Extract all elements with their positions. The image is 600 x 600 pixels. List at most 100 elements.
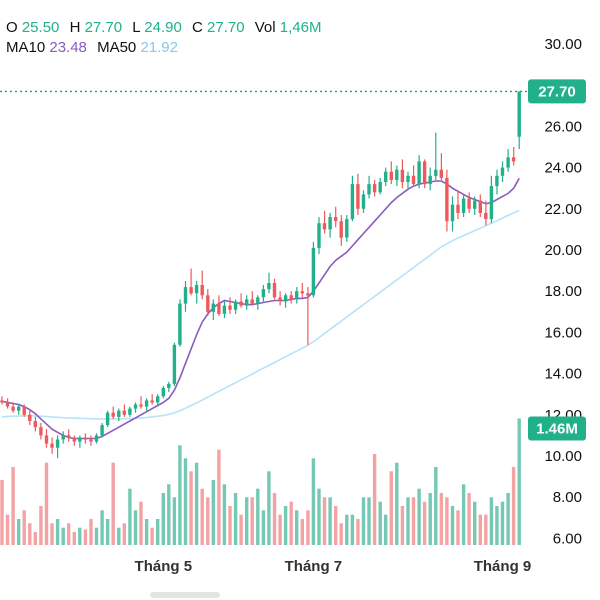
candle-body — [511, 157, 516, 162]
volume-bar — [55, 519, 60, 545]
volume-bar — [256, 488, 260, 545]
candle-body — [0, 400, 4, 403]
candle-body — [517, 91, 521, 137]
volume-bar — [278, 514, 282, 545]
candle-body — [44, 435, 49, 444]
price-axis-tick: 26.00 — [544, 118, 582, 135]
candle-body — [61, 435, 65, 440]
volume-bar — [461, 484, 466, 545]
price-axis-tick: 14.00 — [544, 366, 582, 383]
candle-body — [350, 184, 355, 220]
volume-bar — [345, 514, 349, 545]
volume-bar — [406, 497, 410, 545]
candle-body — [434, 169, 438, 176]
candle-body — [17, 406, 21, 411]
ohlc-legend: O 25.50 H 27.70 L 24.90 C 27.70 Vol 1,46… — [6, 19, 327, 36]
volume-bar — [439, 493, 443, 545]
candle-body — [300, 291, 304, 294]
volume-bar — [311, 458, 316, 545]
candle-body — [222, 305, 227, 314]
candle-body — [356, 184, 360, 209]
volume-bar — [228, 506, 232, 545]
candle-body — [395, 169, 399, 180]
ma10-line — [1, 177, 520, 440]
candle-body — [311, 247, 316, 296]
volume-bar — [78, 527, 82, 545]
volume-bar — [295, 510, 299, 545]
candle-body — [172, 344, 177, 384]
volume-bar — [94, 527, 99, 545]
price-axis-tick: 20.00 — [544, 242, 582, 259]
volume-bar — [122, 523, 126, 545]
candle-body — [78, 437, 82, 442]
ma10-label: MA10 — [6, 39, 46, 56]
price-axis-tick: 30.00 — [544, 36, 582, 53]
volume-bar — [317, 488, 321, 545]
volume-bar — [111, 462, 115, 545]
volume-bar — [289, 501, 293, 545]
volume-bar — [372, 454, 377, 545]
volume-bar — [489, 497, 494, 545]
volume-bar — [400, 506, 405, 545]
candle-body — [361, 194, 366, 209]
scroll-indicator — [150, 592, 220, 598]
candle-body — [178, 303, 182, 345]
volume-bar — [245, 497, 249, 545]
candle-body — [345, 219, 349, 238]
candle-body — [167, 383, 171, 388]
candle-body — [406, 175, 410, 182]
volume-bar — [428, 493, 432, 545]
candle-body — [334, 217, 338, 222]
volume-bar — [156, 519, 160, 545]
price-axis-tick: 8.00 — [553, 489, 582, 506]
volume-bar — [511, 467, 516, 545]
candle-body — [117, 410, 121, 417]
volume-bar — [178, 445, 182, 545]
candle-body — [72, 437, 76, 442]
candle-body — [111, 412, 115, 417]
time-axis-tick: Tháng 9 — [474, 558, 532, 575]
volume-bar — [189, 471, 193, 545]
volume-bar — [67, 523, 71, 545]
candle-body — [328, 217, 332, 230]
volume-bar — [261, 510, 266, 545]
open-label: O — [6, 19, 18, 36]
volume-bar — [495, 506, 499, 545]
candle-body — [317, 223, 321, 248]
volume-bar — [233, 493, 238, 545]
candle-body — [233, 301, 238, 310]
candle-body — [495, 175, 499, 187]
volume-bar — [334, 506, 338, 545]
volume-bar — [322, 497, 327, 545]
volume-bar — [144, 519, 149, 545]
low-label: L — [132, 19, 141, 36]
candle-body — [322, 223, 327, 230]
volume-bar — [283, 506, 288, 545]
candle-body — [5, 402, 10, 407]
volume-bar — [456, 510, 460, 545]
candle-body — [217, 303, 221, 314]
last-price-label: 27.70 — [538, 83, 576, 100]
volume-bar — [300, 519, 304, 545]
candle-body — [428, 175, 432, 184]
candle-body — [261, 289, 266, 298]
volume-bar — [89, 519, 93, 545]
volume-bar — [17, 519, 21, 545]
volume-bar — [384, 514, 388, 545]
candle-body — [189, 287, 193, 294]
candle-body — [105, 412, 110, 426]
volume-bar — [150, 527, 154, 545]
volume-bar — [183, 458, 188, 545]
candle-body — [211, 303, 215, 312]
volume-bar — [167, 484, 171, 545]
volume-bar — [44, 462, 49, 545]
volume-bar — [350, 514, 355, 545]
candle-body — [83, 437, 88, 440]
candle-body — [161, 388, 165, 397]
candle-body — [228, 305, 232, 310]
volume-bar — [139, 501, 143, 545]
volume-bar — [422, 501, 427, 545]
volume-bar — [161, 493, 165, 545]
volume-bar — [500, 501, 505, 545]
